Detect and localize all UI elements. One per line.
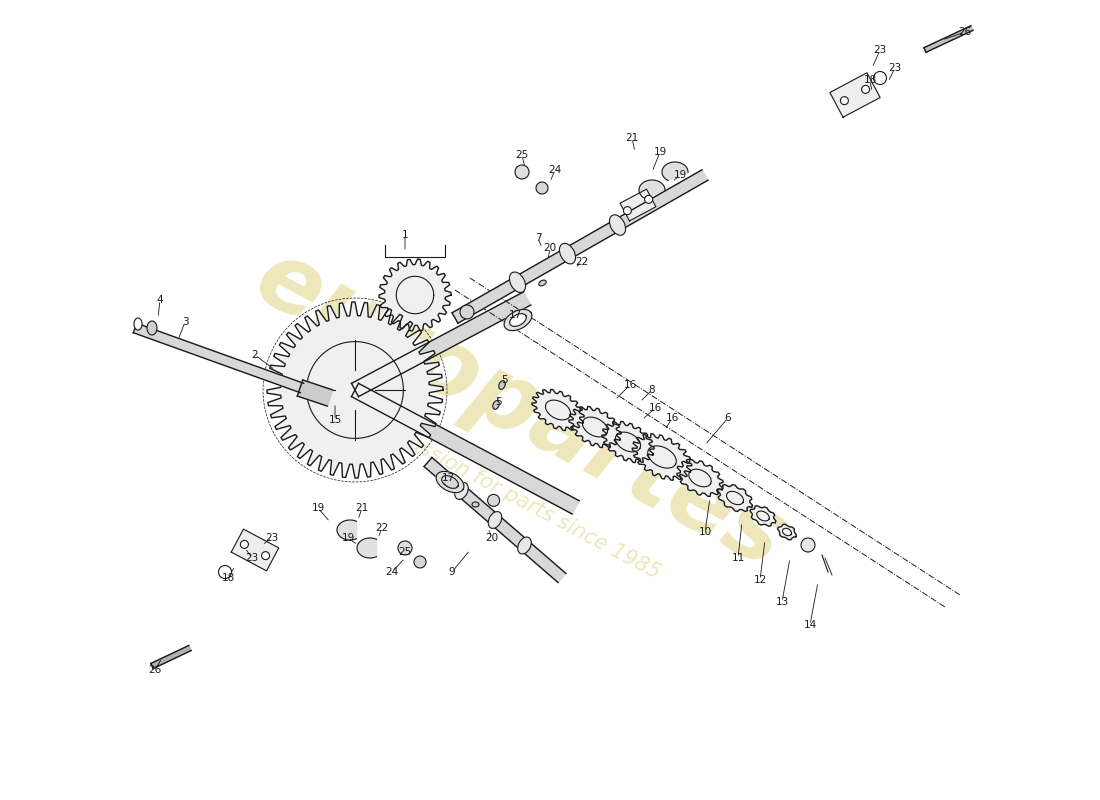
Ellipse shape: [488, 511, 502, 529]
Text: 15: 15: [329, 415, 342, 425]
Text: 22: 22: [375, 523, 388, 533]
Circle shape: [645, 195, 652, 203]
Text: 16: 16: [624, 380, 637, 390]
Polygon shape: [425, 458, 565, 582]
Text: 20: 20: [485, 533, 498, 543]
Text: 11: 11: [732, 553, 745, 563]
Circle shape: [487, 494, 499, 506]
Text: 5: 5: [495, 397, 502, 407]
Ellipse shape: [454, 482, 469, 499]
Text: 20: 20: [543, 243, 557, 253]
Circle shape: [861, 86, 870, 94]
Circle shape: [624, 206, 631, 214]
Polygon shape: [504, 310, 532, 330]
Text: 19: 19: [311, 503, 324, 513]
Polygon shape: [750, 506, 776, 526]
Polygon shape: [267, 302, 443, 478]
Circle shape: [414, 556, 426, 568]
Polygon shape: [337, 520, 356, 540]
Circle shape: [219, 566, 231, 578]
Polygon shape: [778, 524, 796, 540]
Ellipse shape: [134, 318, 142, 330]
Polygon shape: [358, 538, 376, 558]
Polygon shape: [133, 323, 304, 393]
Text: 7: 7: [535, 233, 541, 243]
Text: 26: 26: [148, 665, 162, 675]
Polygon shape: [602, 422, 654, 462]
Circle shape: [460, 305, 474, 319]
Ellipse shape: [560, 243, 575, 264]
Polygon shape: [829, 73, 880, 118]
Polygon shape: [532, 390, 584, 430]
Text: 17: 17: [441, 473, 454, 483]
Text: europartes: europartes: [240, 232, 801, 588]
Circle shape: [398, 541, 412, 555]
Text: 14: 14: [803, 620, 816, 630]
Polygon shape: [151, 646, 191, 669]
Ellipse shape: [509, 272, 526, 293]
Text: 4: 4: [156, 295, 163, 305]
Circle shape: [801, 538, 815, 552]
Circle shape: [873, 71, 887, 85]
Text: 19: 19: [673, 170, 686, 180]
Text: 25: 25: [516, 150, 529, 160]
Text: 1: 1: [402, 230, 408, 240]
Ellipse shape: [498, 381, 505, 390]
Circle shape: [840, 97, 848, 105]
Text: 18: 18: [221, 573, 234, 583]
Text: 21: 21: [626, 133, 639, 143]
Text: 6: 6: [725, 413, 732, 423]
Text: 26: 26: [958, 27, 971, 37]
Text: 9: 9: [449, 567, 455, 577]
Text: 3: 3: [182, 317, 188, 327]
Polygon shape: [352, 383, 580, 514]
Polygon shape: [632, 434, 692, 480]
Polygon shape: [231, 529, 278, 571]
Polygon shape: [662, 162, 688, 181]
Text: 8: 8: [649, 385, 656, 395]
Text: 24: 24: [549, 165, 562, 175]
Polygon shape: [717, 485, 752, 511]
Circle shape: [241, 540, 249, 548]
Text: 23: 23: [265, 533, 278, 543]
Text: 25: 25: [398, 547, 411, 557]
Polygon shape: [297, 380, 332, 406]
Text: 23: 23: [245, 553, 258, 563]
Text: 19: 19: [341, 533, 354, 543]
Ellipse shape: [472, 502, 478, 507]
Polygon shape: [620, 189, 656, 221]
Text: 16: 16: [648, 403, 661, 413]
Ellipse shape: [147, 321, 157, 335]
Text: 10: 10: [698, 527, 712, 537]
Text: 23: 23: [889, 63, 902, 73]
Text: 18: 18: [864, 75, 877, 85]
Ellipse shape: [518, 537, 531, 554]
Polygon shape: [452, 170, 708, 323]
Text: 17: 17: [508, 310, 521, 320]
Polygon shape: [379, 259, 451, 331]
Ellipse shape: [539, 280, 547, 286]
Text: 5: 5: [502, 375, 508, 385]
Polygon shape: [352, 292, 530, 397]
Circle shape: [262, 552, 270, 560]
Text: 2: 2: [252, 350, 258, 360]
Text: 13: 13: [776, 597, 789, 607]
Polygon shape: [924, 26, 974, 52]
Circle shape: [515, 165, 529, 179]
Text: 21: 21: [355, 503, 368, 513]
Polygon shape: [436, 471, 464, 493]
Text: 12: 12: [754, 575, 767, 585]
Text: 23: 23: [873, 45, 887, 55]
Text: 24: 24: [385, 567, 398, 577]
Polygon shape: [676, 460, 723, 496]
Text: 22: 22: [575, 257, 589, 267]
Text: 19: 19: [653, 147, 667, 157]
Ellipse shape: [493, 401, 499, 410]
Ellipse shape: [609, 214, 626, 235]
Text: a passion for parts since 1985: a passion for parts since 1985: [376, 418, 663, 582]
Polygon shape: [639, 180, 665, 198]
Circle shape: [536, 182, 548, 194]
Polygon shape: [569, 406, 622, 447]
Text: 16: 16: [666, 413, 679, 423]
